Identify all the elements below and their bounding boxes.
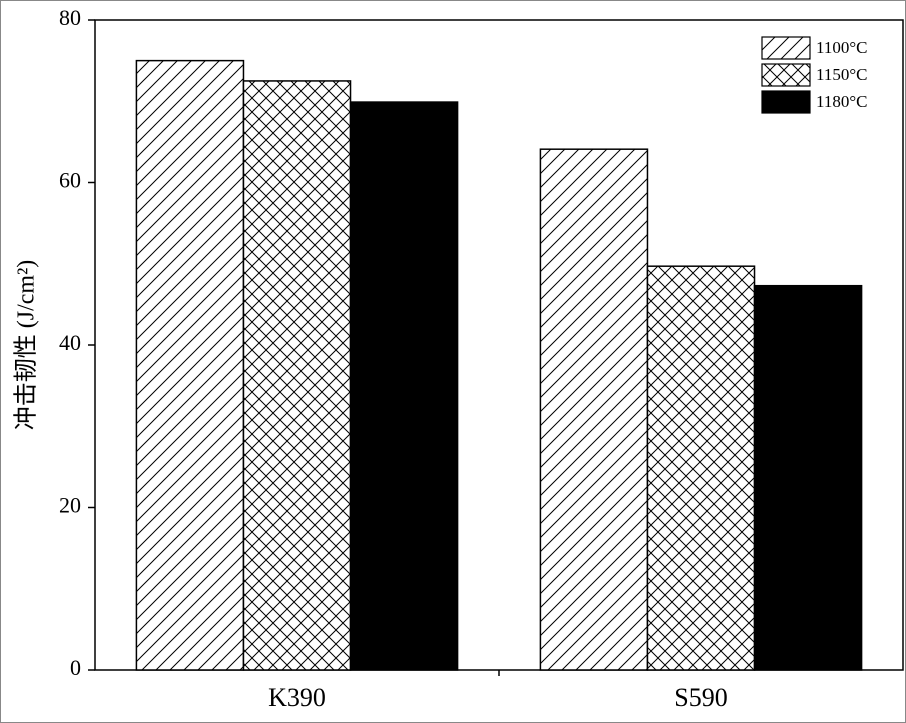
y-axis-label: 冲击韧性 (J/cm²) (13, 260, 40, 431)
y-tick-label: 80 (59, 5, 81, 30)
legend-label: 1100°C (816, 38, 868, 57)
legend-swatch (761, 90, 811, 114)
legend-swatch (761, 63, 811, 87)
legend-label: 1180°C (816, 92, 868, 111)
legend-label: 1150°C (816, 65, 868, 84)
bar (135, 59, 245, 671)
bar (539, 148, 649, 671)
legend-swatch (761, 36, 811, 60)
y-tick-label: 60 (59, 168, 81, 193)
y-tick-label: 0 (70, 655, 81, 680)
x-tick-label: S590 (674, 683, 727, 712)
y-tick-label: 40 (59, 330, 81, 355)
bar (646, 265, 756, 671)
y-tick-label: 20 (59, 493, 81, 518)
bar (349, 101, 459, 671)
bar (753, 284, 863, 671)
bar (242, 80, 352, 671)
x-tick-label: K390 (268, 683, 326, 712)
